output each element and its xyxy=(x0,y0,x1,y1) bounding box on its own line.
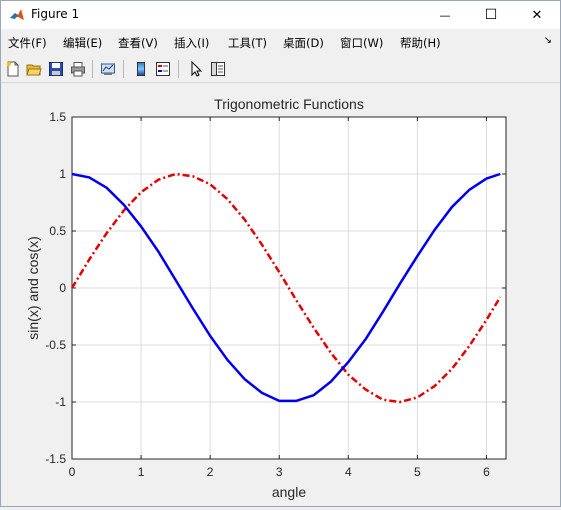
close-button[interactable]: ✕ xyxy=(514,1,560,29)
y-tick-label: 0 xyxy=(59,281,66,295)
x-axis-label: angle xyxy=(272,484,306,500)
cos-series-line xyxy=(71,172,501,403)
colorbar-button[interactable] xyxy=(131,59,151,79)
menu-view[interactable]: 查看(V) xyxy=(118,36,158,50)
dock-arrow-icon[interactable]: ↘ xyxy=(543,35,552,46)
axis-ticks: 0 1 2 3 4 5 6 -1.5 -1 -0.5 0 0.5 1 1.5 xyxy=(45,110,506,479)
colorbar-icon xyxy=(137,62,145,76)
menu-insert[interactable]: 插入(I) xyxy=(174,36,210,50)
figure-canvas: 0 1 2 3 4 5 6 -1.5 -1 -0.5 0 0.5 1 1.5 Trigonometric … xyxy=(1,85,560,506)
link-plot-icon xyxy=(101,63,115,75)
pointer-icon xyxy=(191,61,203,77)
menu-help[interactable]: 帮助(H) xyxy=(400,36,441,50)
toolbar-separator xyxy=(92,60,93,78)
toolbar xyxy=(1,55,560,83)
plot-lines xyxy=(70,172,502,404)
y-axis-label: sin(x) and cos(x) xyxy=(25,236,41,339)
toolbar-separator xyxy=(123,60,124,78)
menu-edit[interactable]: 编辑(E) xyxy=(63,36,103,50)
x-tick-label: 3 xyxy=(276,465,283,479)
legend-button[interactable] xyxy=(153,59,173,79)
sin-series-line xyxy=(70,172,502,404)
menu-window[interactable]: 窗口(W) xyxy=(340,36,384,50)
window-title: Figure 1 xyxy=(31,7,80,21)
save-icon xyxy=(49,62,63,76)
property-editor-icon xyxy=(211,62,225,76)
y-tick-label: -0.5 xyxy=(45,338,66,352)
maximize-button[interactable]: ☐ xyxy=(468,1,514,29)
link-plot-button[interactable] xyxy=(98,59,118,79)
pointer-button[interactable] xyxy=(186,59,206,79)
x-tick-label: 5 xyxy=(414,465,421,479)
chart-title: Trigonometric Functions xyxy=(214,96,364,112)
close-icon: ✕ xyxy=(531,7,543,23)
open-file-icon xyxy=(26,64,42,76)
menu-bar: 文件(F) 编辑(E) 查看(V) 插入(I) 工具(T) 桌面(D) 窗口(W… xyxy=(1,31,560,53)
minimize-icon: — xyxy=(439,8,451,22)
y-tick-label: 0.5 xyxy=(49,224,66,238)
toolbar-separator xyxy=(178,60,179,78)
y-tick-label: -1.5 xyxy=(45,452,66,466)
menu-file[interactable]: 文件(F) xyxy=(8,36,47,50)
x-tick-label: 6 xyxy=(483,465,490,479)
new-figure-icon xyxy=(7,61,19,77)
menu-tools[interactable]: 工具(T) xyxy=(228,36,267,50)
matlab-logo-icon xyxy=(9,7,25,23)
property-editor-button[interactable] xyxy=(208,59,228,79)
open-file-button[interactable] xyxy=(24,59,44,79)
legend-icon xyxy=(156,62,170,76)
print-button[interactable] xyxy=(68,59,88,79)
x-tick-label: 4 xyxy=(345,465,352,479)
title-bar[interactable]: Figure 1 — ☐ ✕ xyxy=(1,1,560,29)
x-tick-label: 2 xyxy=(207,465,214,479)
menu-desktop[interactable]: 桌面(D) xyxy=(283,36,324,50)
line-chart[interactable]: 0 1 2 3 4 5 6 -1.5 -1 -0.5 0 0.5 1 1.5 Trigonometric … xyxy=(1,85,560,506)
y-tick-label: 1.5 xyxy=(49,110,66,124)
x-tick-label: 1 xyxy=(138,465,145,479)
new-figure-button[interactable] xyxy=(3,59,23,79)
y-tick-label: -1 xyxy=(55,395,66,409)
print-icon xyxy=(71,62,85,77)
x-tick-label: 0 xyxy=(69,465,76,479)
y-tick-label: 1 xyxy=(59,167,66,181)
minimize-button[interactable]: — xyxy=(422,1,468,29)
maximize-icon: ☐ xyxy=(484,7,498,23)
save-button[interactable] xyxy=(46,59,66,79)
